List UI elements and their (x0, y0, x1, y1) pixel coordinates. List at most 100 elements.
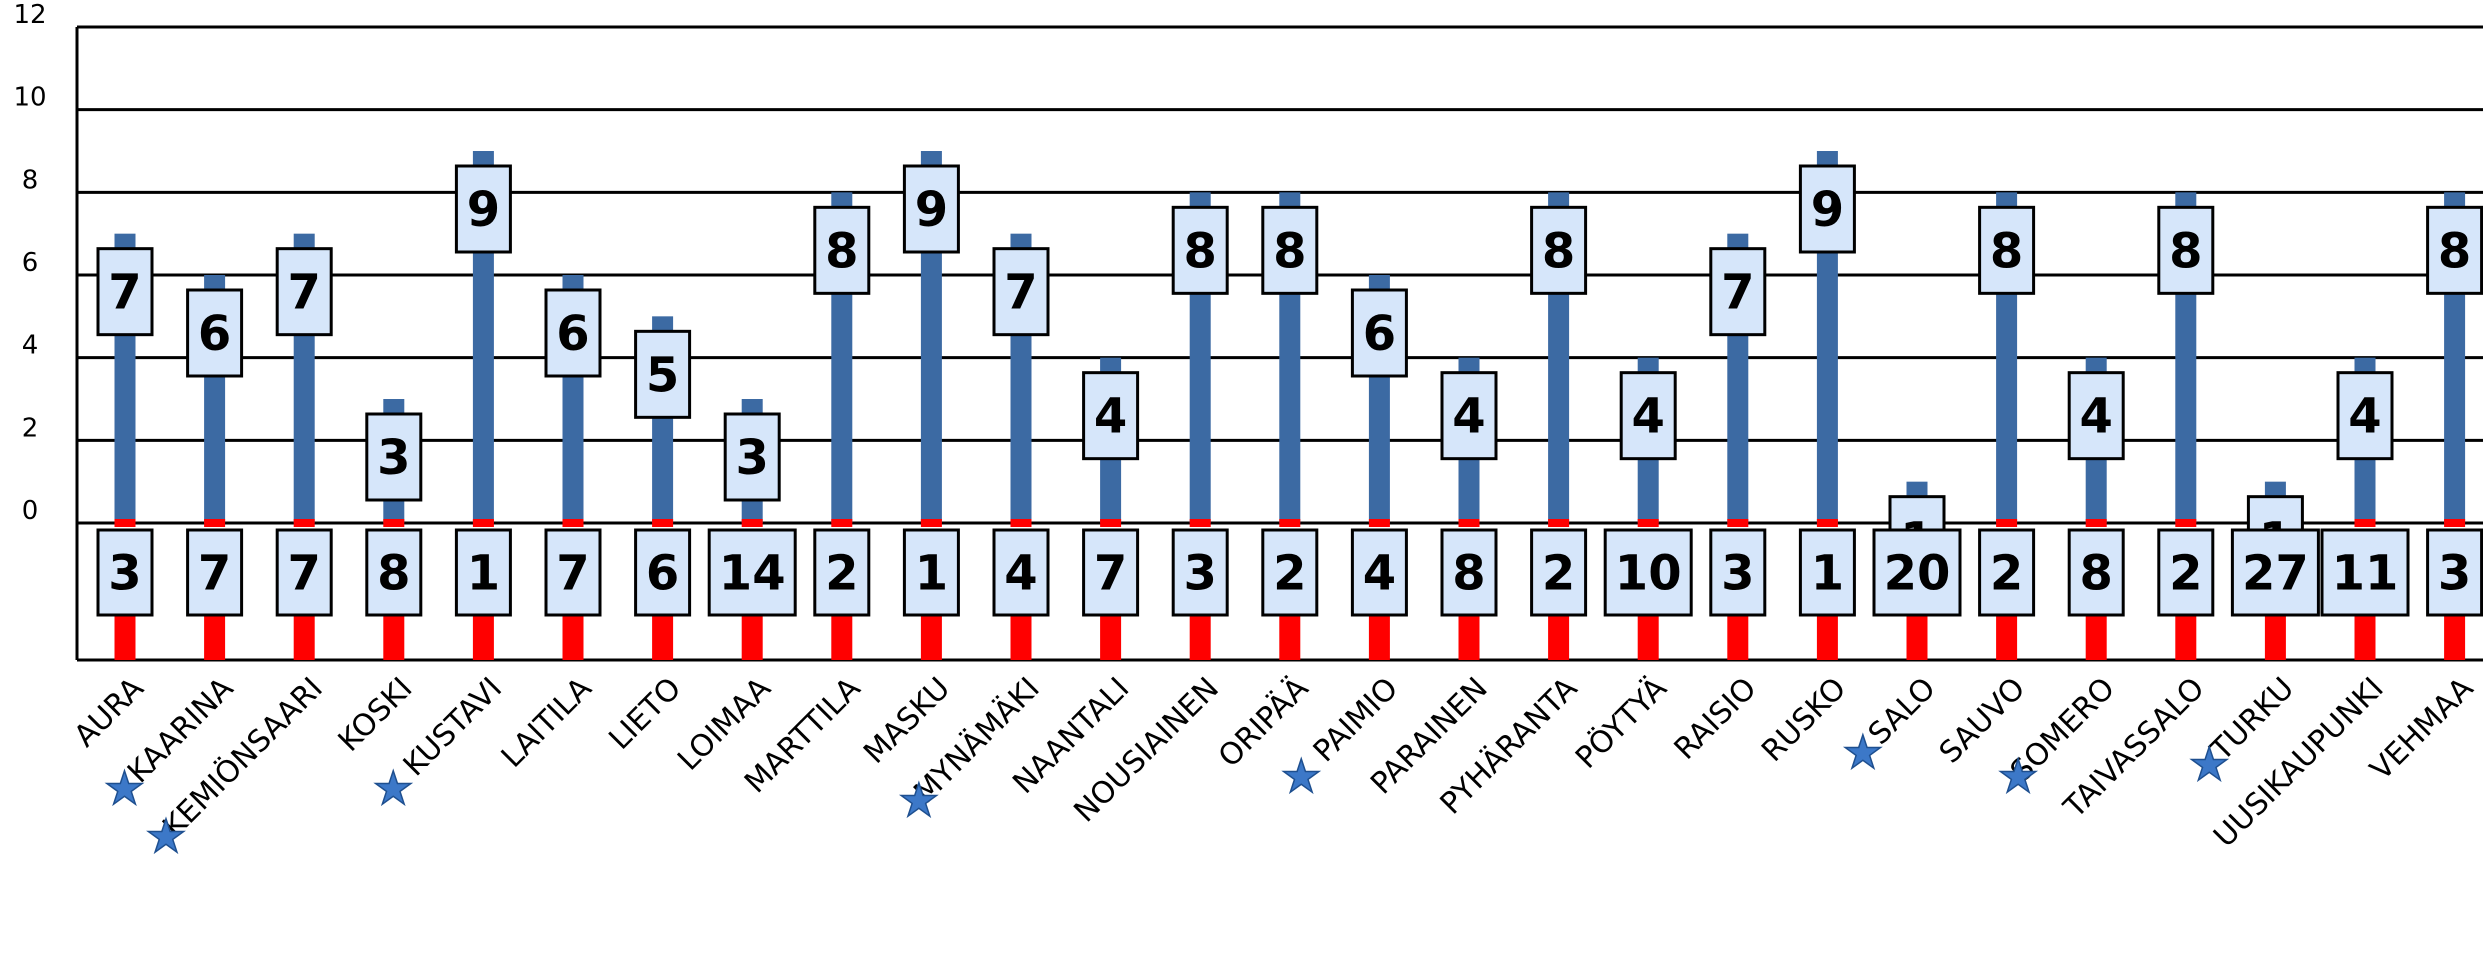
value-label: 7 (1004, 265, 1037, 321)
value-label: 3 (377, 430, 410, 486)
lower-value-label-box (1440, 528, 1498, 617)
value-label: 9 (1811, 182, 1844, 238)
lower-bar (562, 615, 584, 660)
lower-value-label: 8 (2079, 546, 2112, 602)
category-label: AURA (67, 671, 151, 755)
lower-value-label: 11 (2332, 546, 2399, 602)
y-tick-label: 8 (22, 165, 39, 195)
category-label: LAITILA (495, 671, 599, 775)
value-label-box (275, 247, 333, 337)
baseline-marker (1368, 519, 1390, 527)
value-label: 9 (915, 182, 948, 238)
lower-value-label-box (2426, 528, 2483, 617)
lower-bar (1906, 615, 1928, 660)
lower-bar (1996, 615, 2018, 660)
lower-value-label: 2 (825, 546, 858, 602)
value-labels: 767396538974886484791848148 (96, 164, 2483, 585)
baseline-marker (1548, 519, 1570, 527)
lower-value-label-box (992, 528, 1050, 617)
value-label-box (2426, 205, 2483, 295)
star-icon: ★ (898, 773, 939, 827)
baseline-marker (1816, 519, 1838, 527)
value-label-box (1082, 371, 1140, 461)
lower-value-label-box (96, 528, 154, 617)
lower-value-label-box (902, 528, 960, 617)
value-label: 8 (2169, 223, 2202, 279)
value-label-box (365, 412, 423, 502)
value-label-box (1798, 164, 1856, 254)
lower-bar (2175, 615, 2197, 660)
lower-value-label: 2 (1542, 546, 1575, 602)
value-label-box (723, 412, 781, 502)
lower-bar (1010, 615, 1032, 660)
lower-value-label-box (365, 528, 423, 617)
star-icon: ★ (373, 761, 414, 815)
value-label-box (1261, 205, 1319, 295)
baseline-marker (1279, 519, 1301, 527)
lower-value-label: 7 (287, 546, 320, 602)
lower-bar (652, 615, 674, 660)
lower-value-label: 8 (1452, 546, 1485, 602)
lower-value-label: 3 (108, 546, 141, 602)
baseline-marker (920, 519, 942, 527)
lower-bar (2444, 615, 2466, 660)
lower-value-label: 1 (915, 546, 948, 602)
lower-value-label-box (1350, 528, 1408, 617)
star-markers: ★★★ ★ ★ ★ ★ ★ (103, 724, 2231, 864)
value-label-box (813, 205, 871, 295)
baseline-marker (1637, 519, 1659, 527)
y-axis-ticks: 0 2 4 6 8 10 12 (13, 0, 46, 526)
value-label-box (2157, 205, 2215, 295)
lower-bar (2085, 615, 2107, 660)
lower-value-label: 2 (1990, 546, 2023, 602)
lower-bar (2264, 615, 2286, 660)
lower-value-label: 1 (467, 546, 500, 602)
lower-value-label: 3 (2438, 546, 2471, 602)
value-label: 9 (467, 182, 500, 238)
value-label-box (1709, 247, 1767, 337)
baseline-marker (1727, 519, 1749, 527)
lower-value-label: 10 (1615, 546, 1682, 602)
lower-value-label-box (1603, 528, 1693, 617)
baseline-marker (2444, 519, 2466, 527)
value-label: 8 (2438, 223, 2471, 279)
lower-value-label-box (634, 528, 692, 617)
lower-value-label-box (813, 528, 871, 617)
lower-value-label-box (1709, 528, 1767, 617)
value-label: 8 (1990, 223, 2023, 279)
value-label: 6 (556, 306, 589, 362)
lower-value-label: 2 (1273, 546, 1306, 602)
lower-value-label-box (1872, 528, 1962, 617)
value-label-box (186, 288, 244, 378)
lower-value-label: 3 (1183, 546, 1216, 602)
lower-value-label: 4 (1004, 546, 1037, 602)
lower-value-label: 14 (719, 546, 786, 602)
lower-bar (472, 615, 494, 660)
value-label-box (454, 164, 512, 254)
lower-value-label-box (2067, 528, 2125, 617)
lower-bar (204, 615, 226, 660)
lower-value-label-box (1171, 528, 1229, 617)
lower-bar (741, 615, 763, 660)
star-icon: ★ (1997, 749, 2038, 803)
lower-value-label-box (454, 528, 512, 617)
lower-value-label: 20 (1884, 546, 1951, 602)
lower-value-label: 4 (1363, 546, 1396, 602)
baseline-marker (204, 519, 226, 527)
baseline-marker (2085, 519, 2107, 527)
value-label-box (1440, 371, 1498, 461)
lower-value-label: 7 (198, 546, 231, 602)
value-label-box (2067, 371, 2125, 461)
baseline-marker (562, 519, 584, 527)
value-label: 4 (2348, 389, 2381, 445)
value-label-box (1530, 205, 1588, 295)
lower-bar (1458, 615, 1480, 660)
star-icon: ★ (2189, 737, 2230, 791)
baseline-marker (1010, 519, 1032, 527)
value-label: 4 (1094, 389, 1127, 445)
value-label: 6 (198, 306, 231, 362)
baseline-marker (1189, 519, 1211, 527)
lower-bars (114, 615, 2466, 660)
lower-value-label-box (1082, 528, 1140, 617)
